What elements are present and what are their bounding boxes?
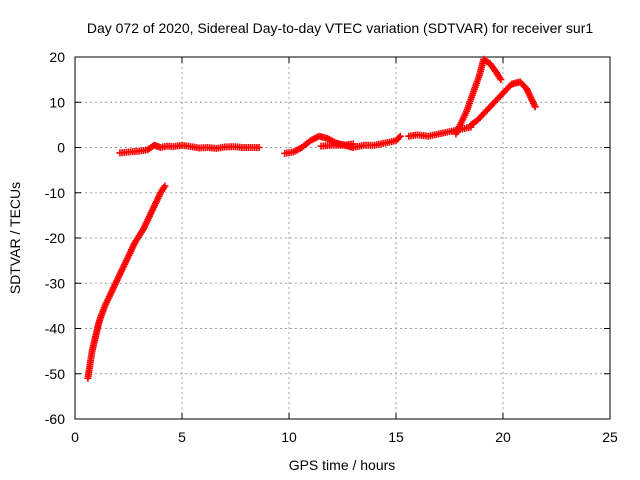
y-tick-label: -40 (45, 321, 65, 337)
y-tick-label: -20 (45, 230, 65, 246)
x-tick-label: 15 (388, 429, 404, 445)
data-marks (84, 55, 539, 382)
data-point (349, 140, 357, 148)
x-tick-label: 0 (71, 429, 79, 445)
y-axis-label: SDTVAR / TECUs (7, 182, 23, 294)
x-tick-label: 25 (602, 429, 618, 445)
y-tick-label: -30 (45, 275, 65, 291)
x-tick-label: 20 (495, 429, 511, 445)
data-point (161, 182, 169, 190)
y-tick-label: -10 (45, 185, 65, 201)
y-tick-label: 0 (57, 140, 65, 156)
data-point (395, 134, 403, 142)
x-axis-label: GPS time / hours (289, 457, 396, 473)
y-tick-label: 10 (49, 94, 65, 110)
chart-title: Day 072 of 2020, Sidereal Day-to-day VTE… (87, 20, 593, 36)
y-tick-label: -60 (45, 411, 65, 427)
axis-ticks (74, 56, 611, 420)
y-tick-label: 20 (49, 49, 65, 65)
x-tick-label: 10 (281, 429, 297, 445)
x-tick-label: 5 (178, 429, 186, 445)
data-point (255, 144, 263, 151)
data-point (396, 132, 404, 140)
data-point (531, 103, 539, 111)
y-tick-labels: -60 -50 -40 -30 -20 -10 0 10 20 (45, 49, 65, 427)
y-tick-label: -50 (45, 366, 65, 382)
grid (75, 57, 610, 419)
data-point (497, 76, 505, 84)
x-tick-labels: 0 5 10 15 20 25 (71, 429, 618, 445)
